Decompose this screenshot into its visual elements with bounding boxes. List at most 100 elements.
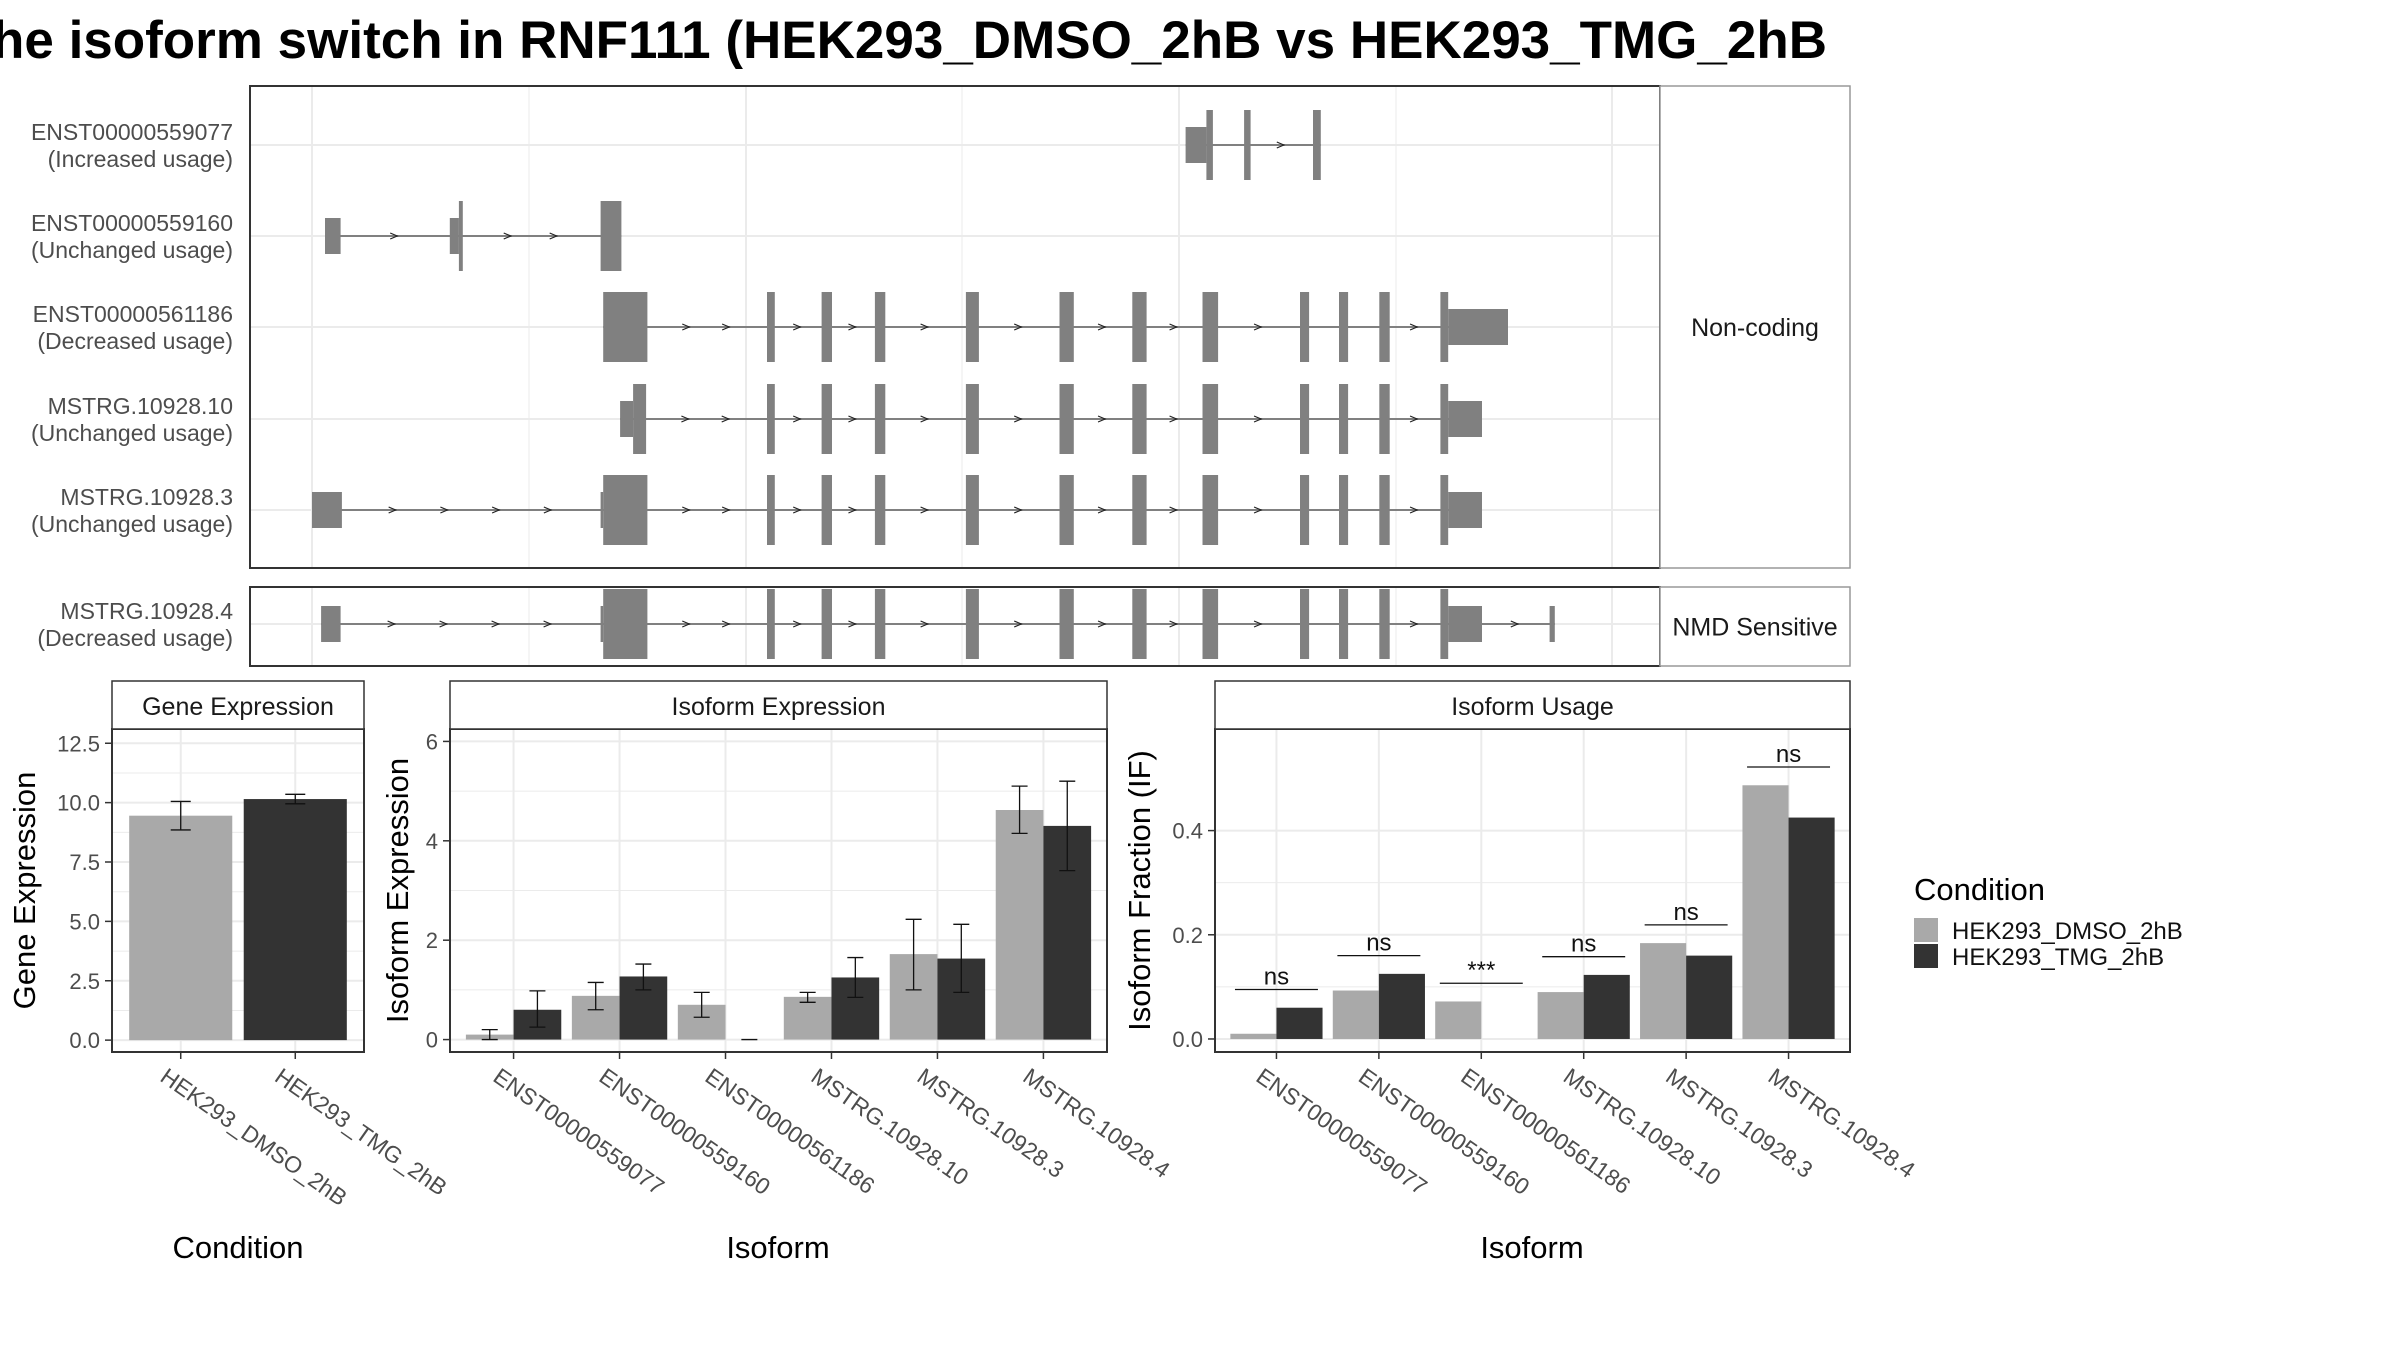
track-label-isoform: ENST00000559160	[31, 210, 233, 236]
y-tick-label: 12.5	[57, 731, 100, 756]
exon-block	[1132, 292, 1147, 362]
bar	[783, 996, 832, 1040]
bar	[1583, 974, 1630, 1039]
x-tick-label: ENST00000559160	[1354, 1063, 1534, 1200]
y-axis-title: Isoform Expression	[380, 758, 415, 1023]
exon-block	[603, 589, 648, 659]
exon-block	[449, 218, 459, 254]
exon-block	[1440, 292, 1449, 362]
exon-block	[1339, 475, 1349, 545]
strand-arrow	[1276, 141, 1286, 149]
strand-arrow	[549, 232, 559, 240]
error-bar	[953, 923, 970, 994]
legend-title: Condition	[1914, 872, 2045, 907]
panel-strip-label: Isoform Expression	[672, 693, 886, 721]
exon-block	[1132, 475, 1147, 545]
panel-strip-label: Gene Expression	[142, 693, 334, 721]
strand-arrow	[1253, 323, 1263, 331]
strand-arrow	[440, 506, 449, 514]
exon-block	[1206, 110, 1213, 180]
strand-arrow	[920, 620, 930, 628]
exon-block	[1059, 475, 1074, 545]
bar	[129, 815, 233, 1041]
exon-block	[633, 384, 647, 454]
strand-arrow	[848, 323, 857, 331]
y-tick-label: 0.0	[1172, 1027, 1203, 1052]
exon-block	[1339, 589, 1349, 659]
error-bar	[170, 800, 191, 831]
strand-arrow	[388, 506, 398, 514]
exon-block	[821, 384, 832, 454]
strand-arrow	[682, 323, 691, 331]
strand-arrow	[439, 620, 449, 628]
strand-arrow	[721, 620, 731, 628]
exon-block	[1300, 589, 1310, 659]
strand-arrow	[681, 415, 690, 423]
exon-block	[1379, 589, 1390, 659]
significance-label: ns	[1776, 741, 1801, 768]
exon-block	[620, 401, 634, 437]
legend-label: HEK293_DMSO_2hB	[1952, 918, 2183, 945]
track-label-usage: (Increased usage)	[48, 146, 233, 172]
error-bar	[693, 991, 710, 1018]
exon-block	[874, 475, 886, 545]
bar	[1332, 990, 1379, 1039]
panel-strip	[449, 680, 1108, 730]
exon-block	[1448, 309, 1508, 345]
strand-arrow	[920, 323, 930, 331]
track-label-usage: (Unchanged usage)	[31, 237, 233, 263]
strand-arrow	[920, 415, 930, 423]
exon-block	[1379, 475, 1390, 545]
exon-block	[1379, 292, 1390, 362]
panel-strip	[111, 680, 365, 730]
legend-swatch	[1914, 944, 1938, 968]
strand-arrow	[1097, 620, 1107, 628]
exon-block	[1448, 492, 1482, 528]
bar	[1435, 1001, 1482, 1039]
strand-arrow	[920, 506, 930, 514]
x-tick-label: ENST00000561186	[1456, 1063, 1635, 1199]
y-axis-title: Isoform Fraction (IF)	[1122, 750, 1157, 1031]
exon-block	[767, 589, 775, 659]
exon-block	[1059, 384, 1074, 454]
exon-block	[600, 201, 622, 271]
strand-arrow	[1510, 620, 1520, 628]
strand-arrow	[792, 620, 802, 628]
strand-arrow	[1169, 620, 1179, 628]
panel-strip-label: Isoform Usage	[1451, 693, 1614, 721]
exon-block	[767, 475, 775, 545]
strand-arrow	[1097, 506, 1107, 514]
exon-block	[1440, 475, 1449, 545]
error-bar	[905, 918, 922, 991]
x-tick-label: ENST00000561186	[701, 1063, 880, 1199]
exon-block	[1300, 292, 1310, 362]
exon-block	[603, 292, 648, 362]
exon-block	[1448, 401, 1482, 437]
strand-arrow	[1253, 506, 1263, 514]
error-bar	[285, 793, 306, 805]
strand-arrow	[1169, 323, 1179, 331]
track-label-isoform: MSTRG.10928.10	[48, 393, 233, 419]
exon-block	[1448, 606, 1482, 642]
y-axis-title: Gene Expression	[7, 772, 42, 1010]
bar-panels: 0.0 2.5 5.0 7.5 10.0 12.5 Gene Expression HEK29…	[7, 680, 1920, 1265]
y-tick-label: 5.0	[69, 909, 100, 934]
strand-arrow	[1409, 415, 1419, 423]
y-tick-label: 0.0	[69, 1028, 100, 1053]
x-tick-label: HEK293_DMSO_2hB	[156, 1063, 352, 1211]
strand-arrow	[1253, 415, 1263, 423]
exon-block	[874, 589, 886, 659]
exon-block	[1202, 384, 1219, 454]
strand-arrow	[1409, 323, 1419, 331]
strand-arrow	[721, 506, 731, 514]
track-label-isoform: MSTRG.10928.4	[60, 598, 233, 624]
strand-arrow	[682, 620, 691, 628]
facet-strip	[1659, 586, 1851, 667]
strand-arrow	[387, 620, 397, 628]
error-bar	[847, 956, 864, 998]
exon-block	[965, 589, 979, 659]
strand-arrow	[792, 506, 802, 514]
strand-arrow	[1097, 323, 1107, 331]
exon-block	[600, 606, 604, 642]
exon-block	[1300, 384, 1310, 454]
